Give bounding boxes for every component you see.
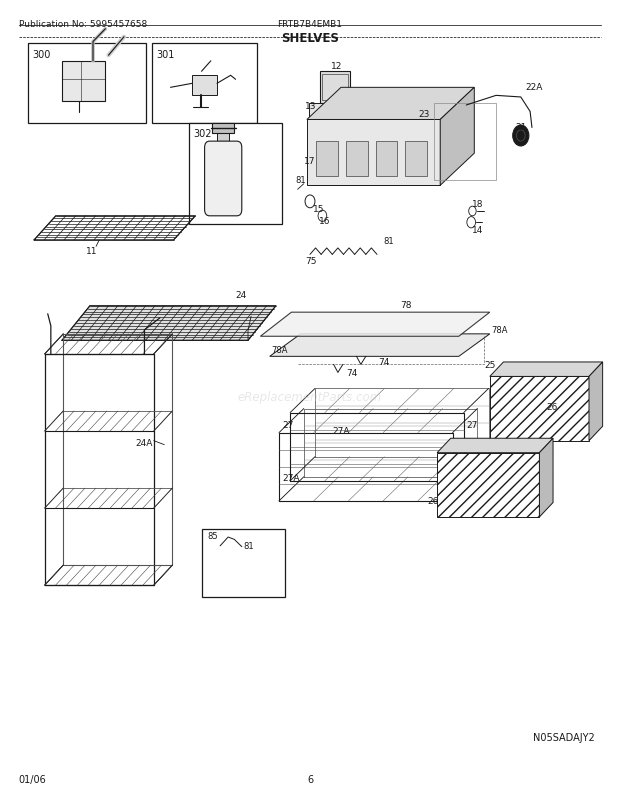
Text: 23: 23 (418, 110, 430, 119)
Text: eReplacementParts.com: eReplacementParts.com (238, 391, 382, 403)
Polygon shape (437, 439, 553, 453)
Circle shape (211, 546, 229, 569)
Bar (434, 104, 496, 180)
Text: 302: 302 (193, 129, 211, 139)
Text: 26: 26 (428, 496, 439, 505)
Text: 81: 81 (295, 176, 306, 184)
Bar (316, 142, 338, 176)
Text: 85: 85 (207, 532, 218, 541)
Text: 16: 16 (319, 217, 330, 225)
Text: 78: 78 (400, 301, 412, 310)
Bar (217, 134, 229, 148)
Text: 12: 12 (331, 62, 342, 71)
Text: 25: 25 (485, 360, 496, 370)
Polygon shape (539, 439, 553, 517)
Bar (202, 529, 285, 597)
Polygon shape (589, 363, 603, 441)
Text: 301: 301 (156, 50, 175, 59)
Bar (322, 75, 348, 101)
Text: 15: 15 (313, 205, 325, 213)
Text: 24A: 24A (135, 439, 153, 448)
Text: 24: 24 (236, 290, 247, 299)
Polygon shape (440, 88, 474, 186)
Text: 13: 13 (305, 102, 317, 111)
Circle shape (414, 120, 427, 136)
Bar (62, 62, 105, 102)
Text: 81: 81 (383, 237, 394, 245)
Bar (309, 104, 329, 122)
Text: 27: 27 (466, 420, 477, 429)
Text: 81: 81 (244, 541, 254, 550)
Text: 17: 17 (304, 157, 316, 166)
Bar (152, 44, 257, 124)
Text: 74: 74 (378, 358, 389, 367)
Text: 21: 21 (516, 123, 527, 132)
Bar (376, 142, 397, 176)
Polygon shape (270, 334, 490, 357)
Text: 27A: 27A (282, 474, 299, 483)
Polygon shape (307, 88, 474, 120)
Polygon shape (62, 306, 276, 341)
Text: 300: 300 (32, 50, 51, 59)
Text: 22A: 22A (526, 83, 543, 92)
Text: 78A: 78A (272, 346, 288, 354)
Bar (320, 72, 350, 104)
Bar (192, 76, 217, 96)
Text: 27A: 27A (332, 427, 350, 435)
Text: SHELVES: SHELVES (281, 32, 339, 45)
Text: 14: 14 (472, 226, 484, 235)
Bar (212, 124, 234, 134)
Text: 27: 27 (282, 420, 293, 429)
Bar (346, 142, 368, 176)
Text: 11: 11 (86, 247, 97, 256)
Text: 74: 74 (346, 368, 357, 378)
Text: 6: 6 (307, 775, 313, 784)
Bar (405, 142, 427, 176)
Text: 26: 26 (547, 403, 558, 411)
Text: N05SADAJY2: N05SADAJY2 (533, 732, 595, 742)
Text: 01/06: 01/06 (19, 775, 46, 784)
Circle shape (513, 126, 529, 147)
Bar (28, 44, 146, 124)
Text: 78A: 78A (491, 326, 508, 334)
Text: 18: 18 (472, 200, 484, 209)
Polygon shape (260, 313, 490, 337)
FancyBboxPatch shape (205, 142, 242, 217)
Bar (307, 120, 440, 186)
Polygon shape (490, 363, 603, 377)
Text: FRTB7B4EMB1: FRTB7B4EMB1 (278, 20, 342, 29)
Bar (490, 377, 589, 441)
Text: Publication No: 5995457658: Publication No: 5995457658 (19, 20, 147, 29)
Text: 75: 75 (306, 257, 317, 265)
Bar (189, 124, 282, 225)
Bar (437, 453, 539, 517)
